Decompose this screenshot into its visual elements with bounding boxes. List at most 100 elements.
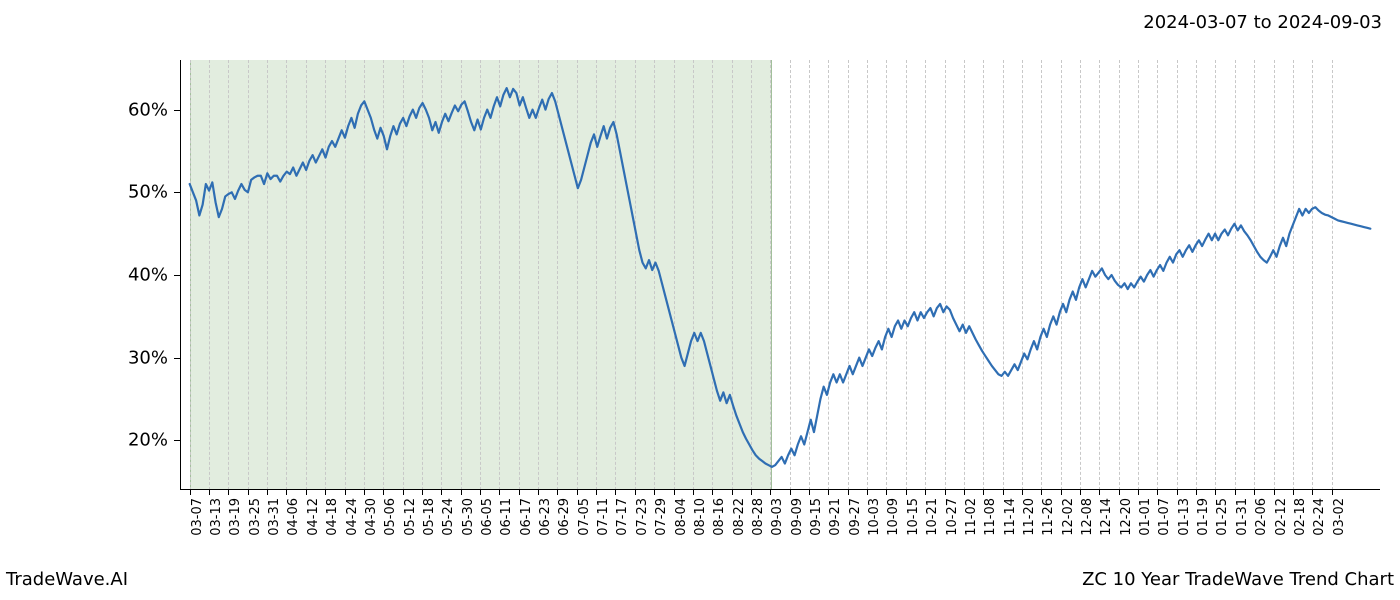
- x-tick-label: 05-30: [461, 498, 476, 536]
- x-tick-mark: [790, 490, 791, 495]
- x-tick-mark: [538, 490, 539, 495]
- x-tick-label: 02-18: [1293, 498, 1308, 536]
- x-tick-label: 06-05: [480, 498, 495, 536]
- y-tick-label: 60%: [128, 99, 168, 120]
- x-tick-mark: [1080, 490, 1081, 495]
- x-tick-mark: [267, 490, 268, 495]
- x-tick-mark: [345, 490, 346, 495]
- x-tick-mark: [615, 490, 616, 495]
- x-tick-label: 08-28: [751, 498, 766, 536]
- x-tick-label: 06-11: [499, 498, 514, 536]
- x-tick-mark: [848, 490, 849, 495]
- x-tick-mark: [596, 490, 597, 495]
- x-tick-mark: [1293, 490, 1294, 495]
- x-tick-label: 02-12: [1274, 498, 1289, 536]
- x-tick-label: 09-21: [828, 498, 843, 536]
- x-tick-label: 07-11: [596, 498, 611, 536]
- x-tick-label: 09-15: [809, 498, 824, 536]
- x-tick-mark: [654, 490, 655, 495]
- x-tick-mark: [1157, 490, 1158, 495]
- chart-title: ZC 10 Year TradeWave Trend Chart: [1082, 569, 1394, 590]
- x-tick-mark: [906, 490, 907, 495]
- x-tick-label: 04-24: [345, 498, 360, 536]
- x-tick-label: 10-03: [867, 498, 882, 536]
- x-tick-mark: [190, 490, 191, 495]
- x-tick-label: 10-21: [925, 498, 940, 536]
- x-axis: 03-0703-1303-1903-2503-3104-0604-1204-18…: [180, 490, 1380, 570]
- x-tick-label: 08-22: [732, 498, 747, 536]
- x-tick-label: 01-13: [1177, 498, 1192, 536]
- x-tick-label: 08-10: [693, 498, 708, 536]
- y-tick-label: 20%: [128, 430, 168, 451]
- x-tick-mark: [732, 490, 733, 495]
- x-tick-label: 07-29: [654, 498, 669, 536]
- x-tick-label: 03-31: [267, 498, 282, 536]
- x-tick-mark: [209, 490, 210, 495]
- x-tick-label: 06-23: [538, 498, 553, 536]
- x-tick-label: 09-03: [770, 498, 785, 536]
- line-layer: [180, 60, 1380, 490]
- x-tick-mark: [383, 490, 384, 495]
- x-tick-mark: [1215, 490, 1216, 495]
- x-tick-mark: [248, 490, 249, 495]
- x-tick-label: 07-23: [635, 498, 650, 536]
- x-tick-mark: [1022, 490, 1023, 495]
- x-tick-mark: [557, 490, 558, 495]
- x-tick-label: 06-17: [519, 498, 534, 536]
- x-tick-label: 01-01: [1138, 498, 1153, 536]
- x-tick-label: 11-20: [1022, 498, 1037, 536]
- x-tick-label: 06-29: [557, 498, 572, 536]
- x-tick-mark: [635, 490, 636, 495]
- x-tick-mark: [286, 490, 287, 495]
- x-tick-label: 01-19: [1196, 498, 1211, 536]
- x-tick-mark: [1274, 490, 1275, 495]
- x-tick-label: 07-17: [615, 498, 630, 536]
- x-tick-label: 10-09: [886, 498, 901, 536]
- x-tick-mark: [325, 490, 326, 495]
- x-tick-label: 01-07: [1157, 498, 1172, 536]
- x-tick-mark: [422, 490, 423, 495]
- x-tick-label: 02-24: [1312, 498, 1327, 536]
- x-tick-mark: [441, 490, 442, 495]
- brand-label: TradeWave.AI: [6, 569, 128, 590]
- x-tick-mark: [1177, 490, 1178, 495]
- x-tick-label: 07-05: [577, 498, 592, 536]
- x-tick-label: 05-12: [403, 498, 418, 536]
- x-tick-label: 03-07: [190, 498, 205, 536]
- y-tick-label: 50%: [128, 182, 168, 203]
- x-tick-label: 08-16: [712, 498, 727, 536]
- x-tick-mark: [499, 490, 500, 495]
- chart-plot-area: [180, 60, 1380, 490]
- x-tick-mark: [1003, 490, 1004, 495]
- x-tick-mark: [945, 490, 946, 495]
- x-tick-mark: [306, 490, 307, 495]
- x-tick-mark: [364, 490, 365, 495]
- y-axis: 20%30%40%50%60%: [100, 60, 180, 490]
- x-tick-mark: [1061, 490, 1062, 495]
- series-line: [190, 88, 1371, 467]
- x-tick-label: 03-19: [228, 498, 243, 536]
- x-tick-mark: [828, 490, 829, 495]
- date-range: 2024-03-07 to 2024-09-03: [1143, 12, 1382, 33]
- x-tick-label: 11-02: [964, 498, 979, 536]
- x-tick-mark: [1312, 490, 1313, 495]
- x-tick-label: 12-08: [1080, 498, 1095, 536]
- x-tick-mark: [1196, 490, 1197, 495]
- x-tick-label: 04-06: [286, 498, 301, 536]
- x-tick-mark: [1254, 490, 1255, 495]
- x-tick-label: 03-13: [209, 498, 224, 536]
- x-tick-mark: [674, 490, 675, 495]
- x-tick-mark: [693, 490, 694, 495]
- x-tick-mark: [964, 490, 965, 495]
- x-tick-mark: [1235, 490, 1236, 495]
- x-tick-label: 09-27: [848, 498, 863, 536]
- x-tick-label: 03-02: [1332, 498, 1347, 536]
- x-tick-mark: [751, 490, 752, 495]
- x-tick-label: 05-24: [441, 498, 456, 536]
- x-tick-mark: [1041, 490, 1042, 495]
- x-tick-label: 01-31: [1235, 498, 1250, 536]
- x-tick-mark: [712, 490, 713, 495]
- x-tick-mark: [809, 490, 810, 495]
- x-tick-label: 12-14: [1099, 498, 1114, 536]
- x-tick-label: 04-30: [364, 498, 379, 536]
